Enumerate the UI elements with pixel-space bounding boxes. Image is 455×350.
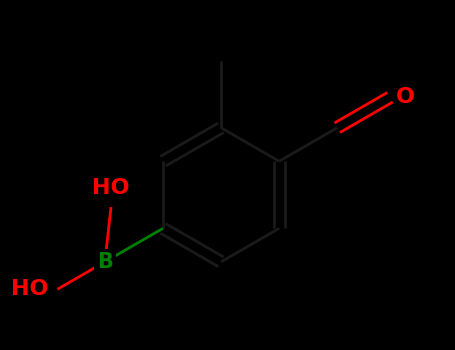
Text: B: B (97, 252, 113, 272)
Text: HO: HO (11, 279, 48, 299)
Text: O: O (396, 87, 415, 107)
Text: HO: HO (92, 178, 130, 198)
